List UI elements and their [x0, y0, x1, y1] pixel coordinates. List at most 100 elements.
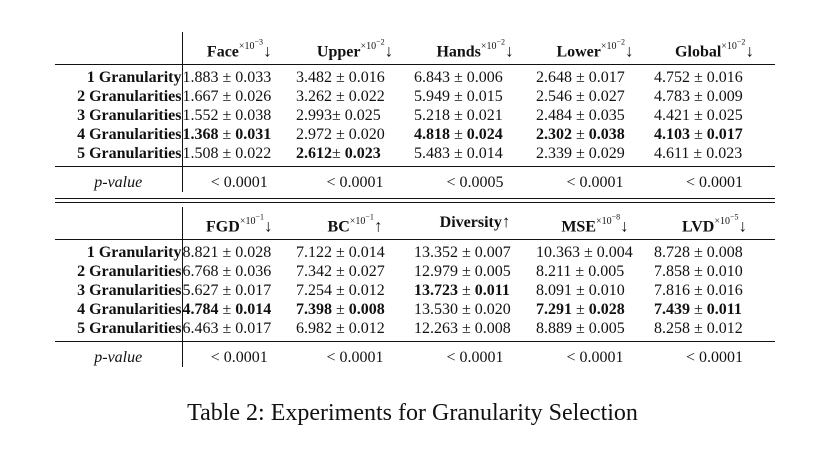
table-body: 1 Granularity 1.883 ± 0.033 3.482 ± 0.016 6… [55, 64, 775, 192]
metric-cell: 2.484 ± 0.035 [536, 106, 654, 125]
metric-mean: 2.339 [536, 145, 572, 162]
scale-exponent: −2 [736, 37, 746, 47]
column-scale-superscript: ×10−2 [360, 38, 384, 52]
metric-cell: 6.982 ± 0.012 [296, 319, 414, 342]
metric-cell: 5.483 ± 0.014 [414, 144, 536, 167]
table-row: 4 Granularities 4.784 ± 0.014 7.398 ± 0.00… [55, 300, 775, 319]
metric-std: 0.005 [588, 320, 625, 337]
plus-minus: ± [572, 126, 589, 143]
metric-mean: 8.091 [536, 282, 572, 299]
column-header: Global×10−2↓ [654, 32, 775, 65]
column-scale-superscript: ×10−1 [240, 212, 264, 227]
metric-std: 0.020 [348, 126, 385, 143]
scale-base: ×10 [714, 216, 730, 228]
metric-std: 0.006 [466, 69, 503, 86]
pvalue-row: p-value < 0.0001 < 0.0001 < 0.0001 < 0.0001 <… [55, 341, 775, 367]
scale-base: ×10 [596, 216, 612, 228]
column-name: Lower [556, 43, 601, 61]
column-scale-superscript: ×10−8 [596, 213, 620, 228]
scale-base: ×10 [480, 41, 497, 53]
metric-std: 0.031 [235, 126, 272, 143]
column-header: Diversity↑ [414, 207, 536, 240]
metric-cell: 8.258 ± 0.012 [654, 319, 775, 342]
row-label: 5 Granularities [55, 144, 182, 167]
metric-std: 0.014 [235, 301, 272, 318]
column-name: BC [327, 218, 350, 236]
metric-mean: 4.103 [654, 126, 690, 143]
plus-minus: ± [450, 107, 467, 124]
table-row: 2 Granularities 1.667 ± 0.026 3.262 ± 0.02… [55, 87, 775, 106]
metric-mean: 7.858 [654, 263, 690, 280]
double-rule-divider [55, 198, 775, 203]
plus-minus: ± [458, 282, 475, 299]
direction-arrow-icon: ↑ [373, 216, 383, 236]
metric-cell: 7.858 ± 0.010 [654, 262, 775, 281]
column-name: FGD [206, 218, 240, 236]
pvalue-label: p-value [94, 174, 143, 191]
metric-cell: 2.648 ± 0.017 [536, 65, 654, 88]
metric-std: 0.033 [235, 69, 272, 86]
metric-cell: 4.611 ± 0.023 [654, 144, 775, 167]
metric-std: 0.012 [348, 282, 385, 299]
metric-mean: 8.889 [536, 320, 572, 337]
plus-minus: ± [218, 244, 236, 261]
plus-minus: ± [218, 145, 236, 162]
pvalue-label: p-value [94, 349, 143, 366]
row-label: 1 Granularity [86, 244, 182, 261]
metric-std: 0.025 [706, 107, 743, 124]
plus-minus: ± [332, 145, 345, 162]
metric-cell: 4.818 ± 0.024 [414, 125, 536, 144]
table-row: 1 Granularity 1.883 ± 0.033 3.482 ± 0.016 6… [55, 64, 775, 88]
metric-cell: 1.667 ± 0.026 [181, 87, 296, 106]
column-header: Upper×10−2↓ [296, 32, 414, 65]
scale-exponent: −2 [616, 37, 626, 47]
plus-minus: ± [218, 126, 236, 143]
metric-mean: 5.483 [414, 145, 450, 162]
scale-exponent: −1 [255, 212, 264, 222]
metric-std: 0.014 [348, 244, 385, 261]
metric-cell: 5.949 ± 0.015 [414, 87, 536, 106]
scale-base: ×10 [349, 216, 366, 228]
column-scale-superscript: ×10−2 [480, 38, 505, 53]
metric-mean: 7.439 [654, 301, 690, 318]
pvalue-cell: < 0.0001 [566, 349, 624, 366]
plus-minus: ± [572, 320, 589, 337]
plus-minus: ± [458, 301, 475, 318]
metric-cell: 2.339 ± 0.029 [536, 144, 654, 167]
metric-cell: 3.482 ± 0.016 [296, 65, 414, 88]
metric-std: 0.017 [588, 69, 625, 86]
metric-cell: 7.122 ± 0.014 [296, 240, 414, 263]
metric-std: 0.029 [588, 145, 625, 162]
metric-cell: 13.352 ± 0.007 [414, 240, 536, 263]
metric-cell: 4.752 ± 0.016 [654, 65, 775, 88]
metric-mean: 7.816 [654, 282, 690, 299]
metric-mean: 1.552 [182, 107, 219, 124]
table-row: 5 Granularities 1.508 ± 0.022 2.612± 0.023… [55, 144, 775, 167]
metric-std: 0.015 [466, 88, 503, 105]
metric-cell: 5.627 ± 0.017 [181, 281, 296, 300]
metric-mean: 7.398 [296, 301, 332, 318]
metric-mean: 13.530 [414, 301, 458, 318]
plus-minus: ± [690, 282, 707, 299]
plus-minus: ± [450, 88, 467, 105]
metric-mean: 4.783 [654, 88, 690, 105]
metric-std: 0.038 [588, 126, 625, 143]
table-row: 2 Granularities 6.768 ± 0.036 7.342 ± 0.02… [55, 262, 775, 281]
metric-mean: 8.258 [654, 320, 690, 337]
plus-minus: ± [572, 69, 589, 86]
metric-cell: 2.302 ± 0.038 [536, 125, 654, 144]
metric-mean: 12.263 [414, 320, 458, 337]
metric-cell: 2.972 ± 0.020 [296, 125, 414, 144]
table-row: 4 Granularities 1.368 ± 0.031 2.972 ± 0.02… [55, 125, 775, 144]
direction-arrow-icon: ↑ [501, 212, 511, 231]
metric-std: 0.016 [706, 69, 743, 86]
metric-std: 0.011 [706, 301, 742, 318]
metric-mean: 7.254 [296, 282, 332, 299]
table-caption: Table 2: Experiments for Granularity Sel… [187, 400, 638, 426]
metric-std: 0.026 [235, 88, 272, 105]
column-header: FGD×10−1↓ [181, 207, 296, 240]
plus-minus: ± [332, 320, 349, 337]
metric-std: 0.014 [466, 145, 503, 162]
column-name: Hands [436, 43, 481, 61]
